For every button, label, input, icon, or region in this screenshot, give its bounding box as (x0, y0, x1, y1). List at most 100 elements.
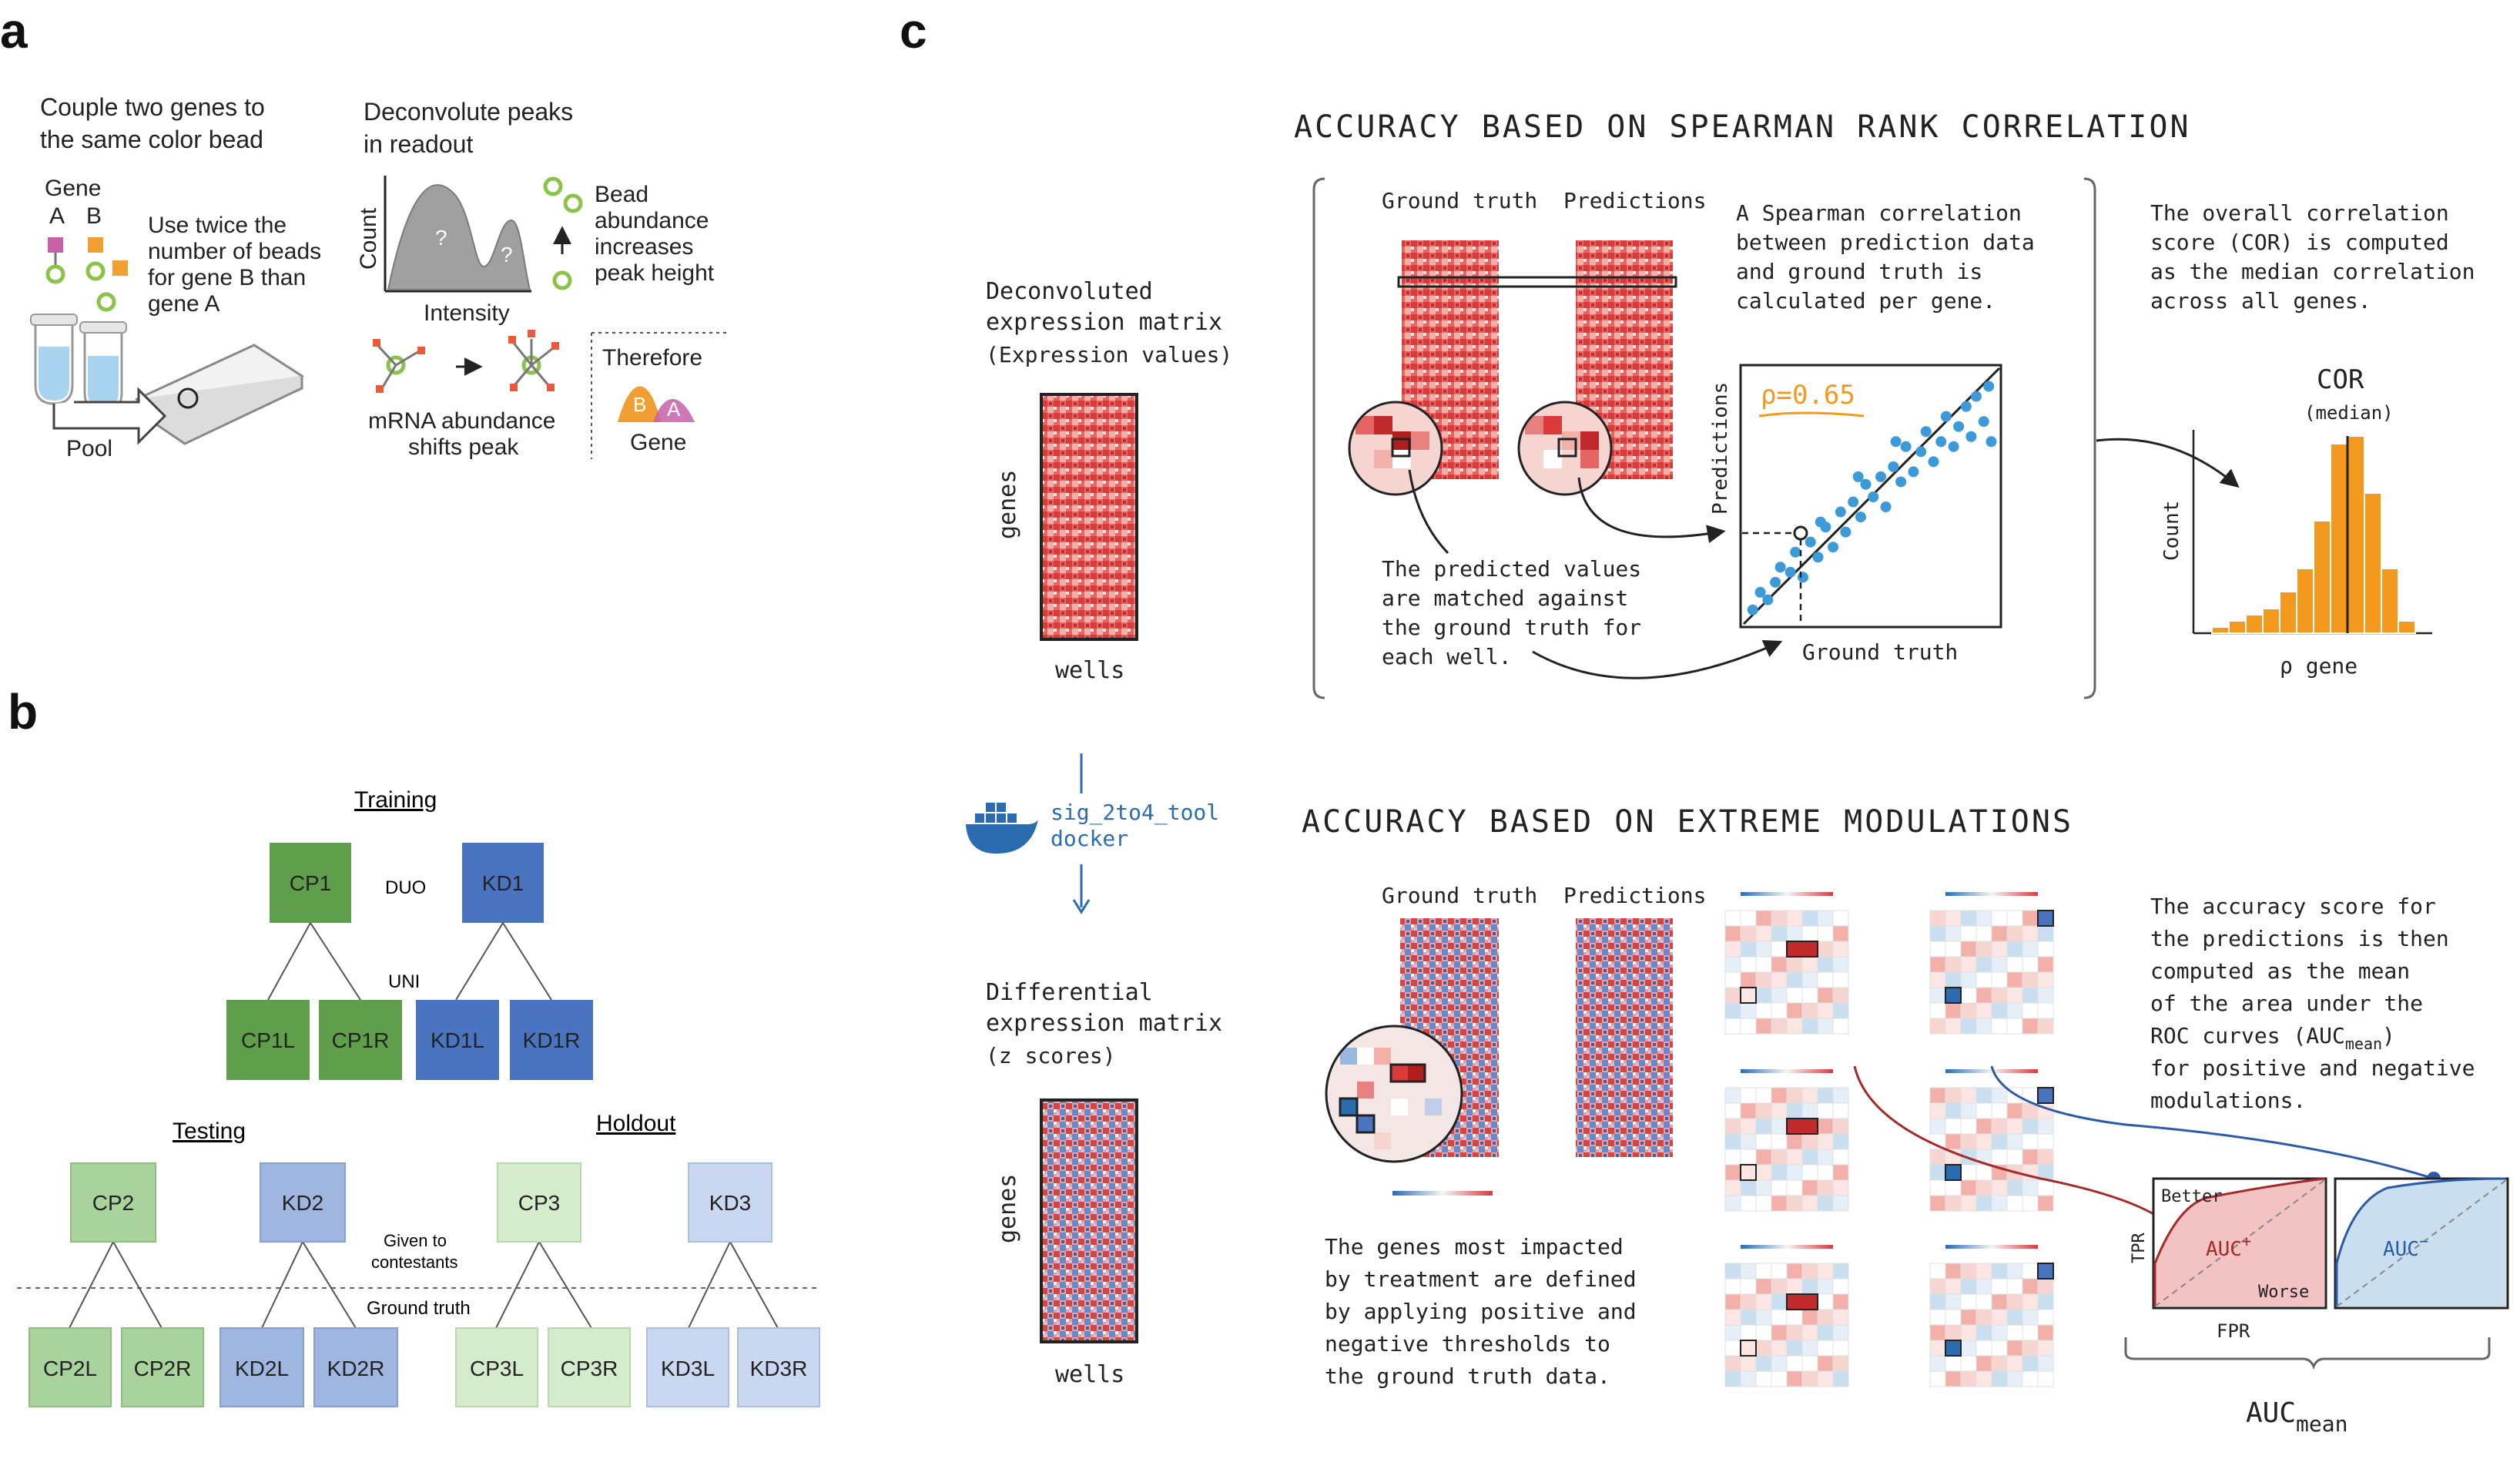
scatter-point (1948, 441, 1959, 452)
threshold-cell (1960, 1293, 1977, 1310)
roc-tpr-label: TPR (2130, 1233, 2149, 1263)
threshold-cell (1975, 1309, 1992, 1326)
scatter-point (1960, 401, 1972, 412)
threshold-cell (1786, 1133, 1803, 1150)
threshold-cell (2006, 1355, 2023, 1372)
peak-a (653, 399, 695, 422)
threshold-cell (1755, 1278, 1772, 1295)
histogram-count-label: Count (2160, 501, 2183, 561)
threshold-cell (1929, 1263, 1946, 1280)
threshold-cell (1975, 1355, 1992, 1372)
threshold-selected-cell (1945, 987, 1962, 1004)
threshold-cell (2006, 1002, 2023, 1019)
threshold-cell (1975, 1118, 1992, 1135)
threshold-cell (1975, 1324, 1992, 1341)
threshold-cell (1801, 987, 1818, 1004)
duo-label: DUO (385, 877, 426, 898)
cor-label: COR (2317, 364, 2364, 395)
svg-text:KD2: KD2 (282, 1191, 323, 1215)
couple-title-line1: Couple two genes to (40, 93, 265, 121)
threshold-cell (1945, 1278, 1962, 1295)
threshold-cell (1929, 1118, 1946, 1135)
threshold-selected-cell (2037, 910, 2054, 927)
threshold-cell (1975, 1195, 1992, 1212)
box-cp2l: CP2L (28, 1327, 112, 1407)
threshold-cell (1960, 1118, 1977, 1135)
panel-c: ACCURACY BASED ON SPEARMAN RANK CORRELAT… (966, 109, 2509, 1437)
threshold-cell (1991, 1018, 2008, 1035)
bead-bottom (552, 270, 572, 290)
threshold-cell (1945, 1293, 1962, 1310)
threshold-selected-cell (1740, 1164, 1757, 1181)
overall-text-line1: The overall correlation (2150, 200, 2449, 226)
therefore-label: Therefore (602, 345, 702, 371)
scatter-point (1908, 466, 1919, 478)
threshold-cell (2037, 1179, 2054, 1196)
scatter-point (1986, 436, 1997, 448)
overall-text-line3: as the median correlation (2150, 259, 2475, 284)
peak-question-2: ? (501, 243, 513, 267)
deconv-matrix-line3: (Expression values) (986, 342, 1232, 367)
threshold-cell (1929, 1002, 1946, 1019)
threshold-cell (1755, 1195, 1772, 1212)
threshold-cell (2022, 1293, 2039, 1310)
threshold-cell (1945, 1118, 1962, 1135)
box-kd1l: KD1L (416, 1000, 499, 1080)
threshold-colorbar (1945, 1245, 2038, 1249)
threshold-cell (1960, 1018, 1977, 1035)
threshold-cell (1801, 1179, 1818, 1196)
threshold-cell (2006, 925, 2023, 942)
threshold-cell (1832, 1195, 1849, 1212)
roc-positive: Better Worse AUC+ TPR FPR (2130, 1177, 2327, 1342)
threshold-cell (1832, 1340, 1849, 1357)
threshold-cell (1786, 1102, 1803, 1119)
svg-text:CP3R: CP3R (561, 1357, 618, 1380)
threshold-cell (1755, 971, 1772, 988)
threshold-cell (1975, 1293, 1992, 1310)
threshold-cell (1786, 1018, 1803, 1035)
threshold-cell (1724, 1355, 1741, 1372)
threshold-cell (2006, 1370, 2023, 1387)
use-twice-line3: for gene B than (148, 265, 306, 290)
threshold-cell (1832, 1324, 1849, 1341)
threshold-cell (2022, 1149, 2039, 1166)
diff-genes-label: genes (994, 1174, 1021, 1243)
threshold-cell (2037, 1118, 2054, 1135)
threshold-cell (1975, 910, 1992, 927)
threshold-cell (1755, 1309, 1772, 1326)
threshold-cell (1755, 1355, 1772, 1372)
threshold-cell (1755, 1133, 1772, 1150)
threshold-cell (1832, 1118, 1849, 1135)
threshold-cell (2022, 1263, 2039, 1280)
threshold-cell (2006, 1102, 2023, 1119)
threshold-cell (1786, 1370, 1803, 1387)
matched-text-line4: each well. (1382, 644, 1512, 669)
threshold-cell (1771, 1002, 1788, 1019)
box-kd3r: KD3R (737, 1327, 820, 1407)
scatter-x-label: Ground truth (1802, 639, 1958, 665)
threshold-cell (1801, 1133, 1818, 1150)
gene-a-marker (48, 237, 63, 253)
threshold-cell (1786, 1002, 1803, 1019)
threshold-cell (1740, 1087, 1757, 1104)
extreme-title: ACCURACY BASED ON EXTREME MODULATIONS (1302, 804, 2073, 840)
threshold-cell (1832, 1263, 1849, 1280)
threshold-cell (1817, 1018, 1834, 1035)
roc-fpr-label: FPR (2217, 1320, 2250, 1342)
threshold-cell (1960, 1133, 1977, 1150)
threshold-cell (1975, 1133, 1992, 1150)
scatter-point (1965, 431, 1977, 442)
threshold-cell (1817, 971, 1834, 988)
scatter-point (1895, 476, 1907, 488)
threshold-cell (2022, 941, 2039, 958)
threshold-cell (1991, 1340, 2008, 1357)
threshold-cell (1771, 1102, 1788, 1119)
overall-text-line2: score (COR) is computed (2150, 230, 2449, 255)
threshold-cell (1975, 1087, 1992, 1104)
deconv-genes-label: genes (994, 470, 1021, 539)
threshold-cell (1755, 925, 1772, 942)
box-cp2r: CP2R (121, 1327, 204, 1407)
svg-text:KD3R: KD3R (750, 1357, 808, 1380)
threshold-cell (1786, 1324, 1803, 1341)
scatter-point (1900, 441, 1912, 452)
